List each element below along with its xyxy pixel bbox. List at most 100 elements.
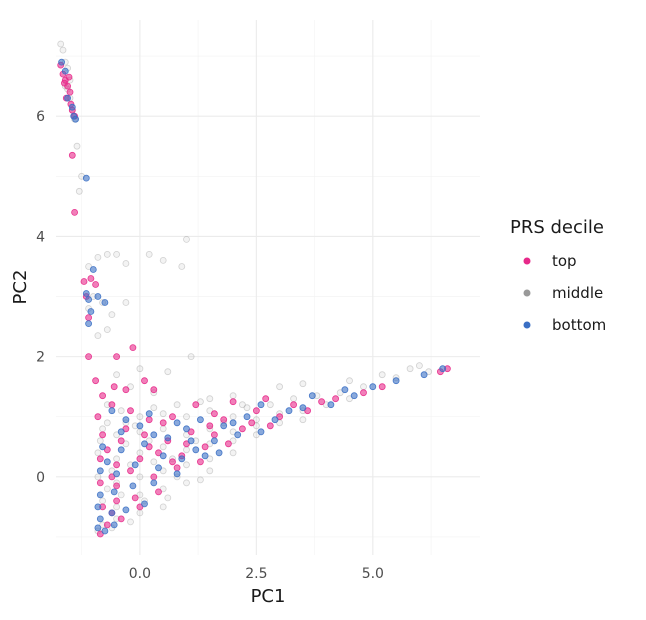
legend-label-bottom: bottom bbox=[552, 316, 606, 334]
point-middle bbox=[425, 368, 433, 376]
point-middle bbox=[99, 425, 106, 433]
point-middle bbox=[183, 446, 190, 454]
point-middle bbox=[406, 365, 414, 373]
x-axis-title: PC1 bbox=[251, 586, 286, 607]
points-layer bbox=[57, 40, 451, 538]
point-middle bbox=[136, 365, 144, 373]
point-middle bbox=[85, 263, 92, 270]
legend-key-top bbox=[523, 257, 531, 265]
point-bottom bbox=[94, 524, 102, 532]
y-tick-label: 2 bbox=[36, 350, 45, 366]
point-top bbox=[68, 151, 76, 159]
point-top bbox=[192, 401, 200, 409]
point-top bbox=[85, 314, 92, 322]
point-bottom bbox=[215, 449, 223, 457]
point-bottom bbox=[58, 58, 65, 66]
point-bottom bbox=[243, 413, 251, 421]
point-middle bbox=[96, 437, 104, 445]
point-top bbox=[92, 377, 99, 385]
point-top bbox=[131, 494, 139, 502]
legend-label-middle: middle bbox=[552, 284, 603, 302]
point-bottom bbox=[82, 290, 90, 297]
y-tick-label: 0 bbox=[36, 470, 45, 486]
point-bottom bbox=[164, 434, 172, 442]
point-bottom bbox=[220, 422, 228, 430]
point-bottom bbox=[94, 503, 102, 511]
point-bottom bbox=[210, 437, 218, 445]
point-bottom bbox=[201, 452, 209, 460]
point-bottom bbox=[103, 458, 111, 466]
point-bottom bbox=[61, 67, 69, 75]
point-top bbox=[304, 407, 312, 415]
point-top bbox=[206, 422, 214, 430]
point-middle bbox=[183, 413, 190, 421]
legend: PRS decile top middle bottom bbox=[510, 217, 606, 334]
point-middle bbox=[173, 401, 181, 409]
point-bottom bbox=[173, 419, 181, 427]
point-top bbox=[99, 392, 106, 400]
point-top bbox=[159, 419, 167, 427]
point-top bbox=[127, 407, 134, 415]
point-bottom bbox=[136, 422, 144, 430]
point-top bbox=[80, 278, 88, 285]
point-bottom bbox=[155, 464, 162, 472]
point-middle bbox=[299, 416, 307, 424]
point-bottom bbox=[178, 455, 186, 463]
point-top bbox=[183, 440, 190, 448]
point-top bbox=[262, 395, 270, 403]
point-middle bbox=[150, 404, 158, 412]
point-middle bbox=[252, 416, 260, 424]
point-bottom bbox=[82, 174, 90, 182]
point-top bbox=[117, 515, 125, 523]
point-top bbox=[110, 383, 118, 391]
point-top bbox=[318, 398, 326, 406]
point-middle bbox=[229, 392, 237, 400]
point-middle bbox=[229, 413, 237, 421]
point-top bbox=[290, 401, 298, 409]
grid-major bbox=[56, 20, 480, 555]
point-bottom bbox=[99, 443, 106, 451]
point-middle bbox=[206, 455, 214, 463]
point-bottom bbox=[94, 293, 102, 300]
point-top bbox=[201, 443, 209, 451]
point-bottom bbox=[308, 392, 316, 400]
point-bottom bbox=[234, 431, 242, 439]
point-bottom bbox=[341, 386, 349, 394]
y-axis-title: PC2 bbox=[10, 270, 31, 305]
point-middle bbox=[127, 518, 134, 526]
point-middle bbox=[346, 377, 353, 385]
point-middle bbox=[360, 383, 367, 391]
point-top bbox=[103, 446, 111, 454]
point-bottom bbox=[122, 416, 130, 424]
point-middle bbox=[136, 449, 144, 457]
point-middle bbox=[276, 383, 284, 391]
point-bottom bbox=[141, 500, 148, 508]
point-middle bbox=[113, 455, 120, 463]
legend-key-middle bbox=[523, 289, 531, 297]
point-top bbox=[150, 386, 158, 394]
point-middle bbox=[103, 326, 111, 334]
point-middle bbox=[229, 449, 237, 457]
point-bottom bbox=[101, 527, 109, 535]
point-top bbox=[220, 416, 228, 424]
point-top bbox=[136, 455, 144, 463]
point-top bbox=[145, 416, 153, 424]
point-middle bbox=[183, 235, 190, 243]
point-middle bbox=[117, 491, 125, 499]
point-top bbox=[141, 377, 148, 385]
legend-key-bottom bbox=[523, 321, 531, 329]
point-middle bbox=[183, 479, 190, 487]
point-middle bbox=[108, 311, 116, 319]
point-middle bbox=[238, 401, 246, 409]
point-middle bbox=[94, 253, 102, 261]
point-middle bbox=[159, 256, 167, 264]
point-bottom bbox=[285, 407, 293, 415]
point-middle bbox=[122, 440, 130, 448]
point-middle bbox=[206, 467, 214, 475]
point-middle bbox=[103, 250, 111, 258]
point-top bbox=[224, 440, 232, 448]
point-top bbox=[94, 413, 102, 421]
point-bottom bbox=[299, 404, 307, 412]
point-middle bbox=[229, 437, 237, 445]
point-bottom bbox=[192, 446, 200, 454]
